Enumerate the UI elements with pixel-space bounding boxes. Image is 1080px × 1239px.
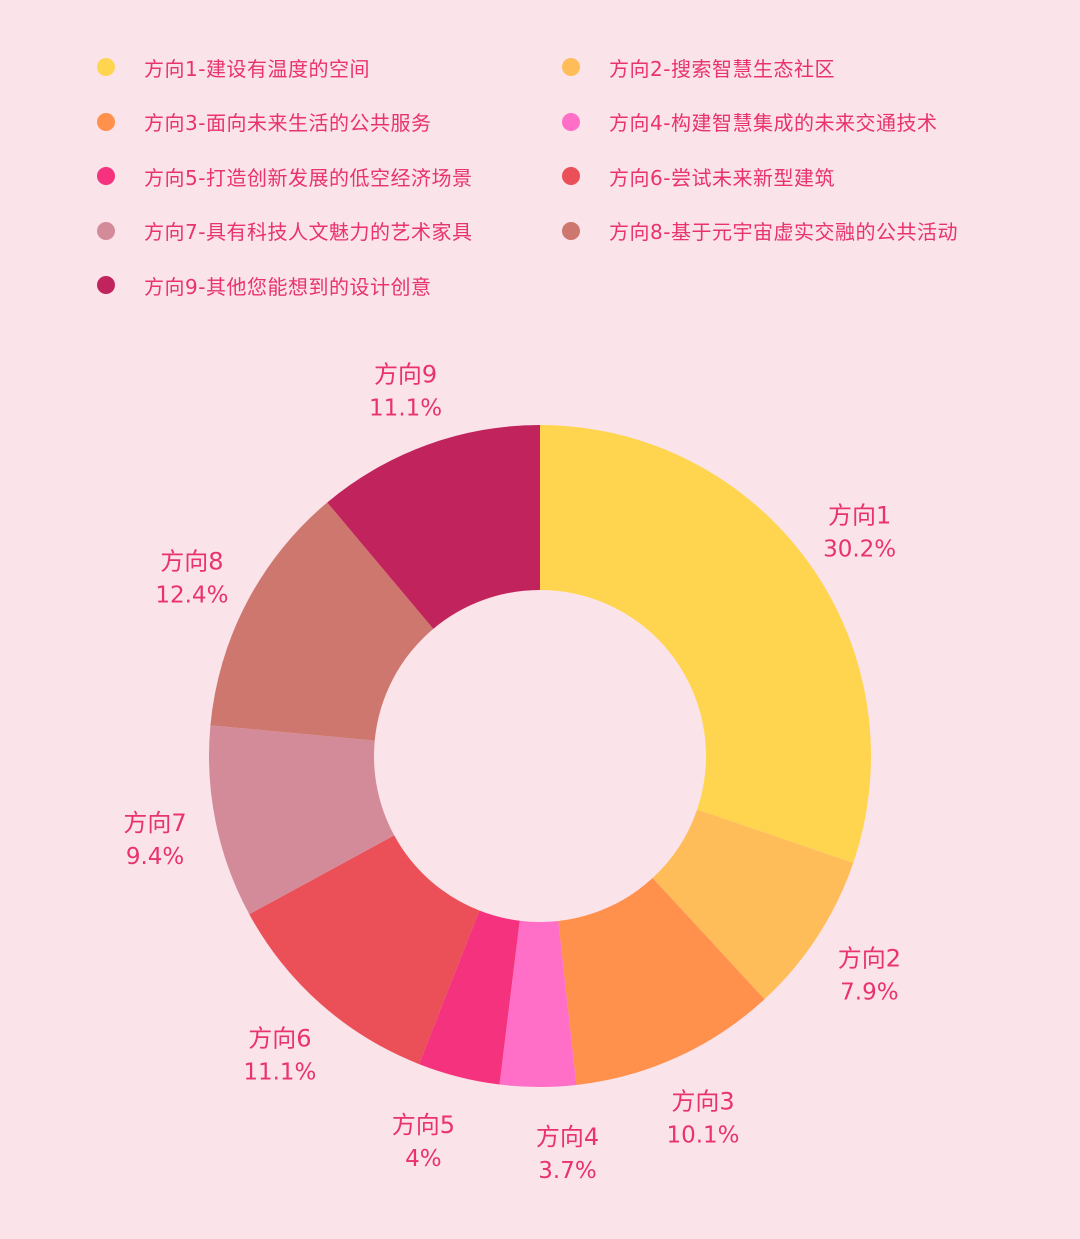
slice-value-label: 9.4%: [126, 844, 184, 870]
legend-color-swatch: [97, 112, 115, 131]
donut-slice-6[interactable]: [249, 835, 480, 1065]
legend-item[interactable]: 方向3-面向未来生活的公共服务: [97, 107, 431, 137]
slice-category-label: 方向7: [123, 809, 186, 837]
legend-color-swatch: [97, 221, 115, 240]
slice-label-7: 方向7 9.4%: [123, 809, 186, 870]
legend-color-swatch: [97, 167, 115, 185]
slice-label-4: 方向4 3.7%: [536, 1123, 599, 1184]
slice-label-1: 方向1 30.2%: [823, 501, 896, 562]
donut-slice-3[interactable]: [558, 877, 765, 1085]
legend-label: 方向4-构建智慧集成的未来交通技术: [609, 111, 938, 135]
legend-color-swatch: [97, 276, 115, 294]
donut-slice-7[interactable]: [208, 725, 395, 915]
slice-category-label: 方向3: [671, 1088, 734, 1116]
slice-value-label: 11.1%: [369, 396, 442, 422]
slice-category-label: 方向9: [374, 361, 437, 389]
legend-label: 方向3-面向未来生活的公共服务: [144, 111, 432, 135]
legend-item[interactable]: 方向8-基于元宇宙虚实交融的公共活动: [562, 216, 958, 246]
slice-label-9: 方向9 11.1%: [369, 361, 442, 422]
slice-value-label: 10.1%: [666, 1123, 739, 1149]
slice-label-8: 方向8 12.4%: [155, 548, 228, 609]
donut-slice-1[interactable]: [540, 425, 871, 863]
legend-item[interactable]: 方向7-具有科技人文魅力的艺术家具: [97, 216, 472, 246]
legend-color-swatch: [562, 112, 580, 131]
legend-label: 方向7-具有科技人文魅力的艺术家具: [144, 220, 473, 244]
donut-slice-8[interactable]: [210, 502, 434, 741]
slice-category-label: 方向5: [392, 1111, 455, 1139]
legend-color-swatch: [97, 58, 115, 76]
slice-value-label: 3.7%: [538, 1158, 596, 1184]
legend-label: 方向5-打造创新发展的低空经济场景: [144, 165, 473, 190]
slice-value-label: 30.2%: [823, 536, 896, 562]
donut-slice-2[interactable]: [652, 809, 854, 1000]
chart-legend: 方向1-建设有温度的空间 方向2-搜索智慧生态社区 方向3-面向未来生活的公共服务方…: [0, 0, 1080, 320]
slice-label-6: 方向6 11.1%: [243, 1025, 316, 1086]
slice-category-label: 方向8: [160, 548, 223, 576]
legend-item[interactable]: 方向4-构建智慧集成的未来交通技术: [562, 107, 937, 137]
legend-item[interactable]: 方向1-建设有温度的空间: [97, 52, 370, 82]
legend-item[interactable]: 方向5-打造创新发展的低空经济场景: [97, 161, 472, 191]
legend-color-swatch: [562, 58, 580, 76]
donut-chart: 方向130.2%方向27.9%方向310.1%方向43.7%方向54%方向611…: [123, 361, 901, 1184]
legend-label: 方向9-其他您能想到的设计创意: [144, 274, 432, 299]
slice-value-label: 11.1%: [243, 1060, 316, 1086]
slice-label-3: 方向3 10.1%: [666, 1088, 739, 1149]
slice-label-2: 方向2 7.9%: [838, 944, 901, 1005]
slice-value-label: 4%: [405, 1146, 442, 1172]
legend-label: 方向8-基于元宇宙虚实交融的公共活动: [609, 220, 958, 244]
legend-color-swatch: [562, 221, 580, 240]
legend-item[interactable]: 方向9-其他您能想到的设计创意: [97, 270, 431, 300]
legend-label: 方向2-搜索智慧生态社区: [609, 56, 835, 81]
slice-value-label: 12.4%: [155, 583, 228, 609]
legend-label: 方向1-建设有温度的空间: [144, 56, 370, 81]
slice-category-label: 方向2: [838, 944, 901, 972]
legend-item[interactable]: 方向6-尝试未来新型建筑: [562, 161, 835, 191]
legend-color-swatch: [562, 167, 580, 185]
donut-slice-9[interactable]: [327, 425, 540, 629]
donut-slice-5[interactable]: [419, 910, 520, 1085]
slice-category-label: 方向1: [828, 501, 891, 529]
legend-label: 方向6-尝试未来新型建筑: [609, 165, 835, 190]
legend-item[interactable]: 方向2-搜索智慧生态社区: [562, 52, 835, 82]
slice-category-label: 方向4: [536, 1123, 599, 1151]
slice-category-label: 方向6: [248, 1025, 311, 1053]
slice-value-label: 7.9%: [840, 979, 898, 1005]
donut-slice-4[interactable]: [499, 920, 577, 1087]
